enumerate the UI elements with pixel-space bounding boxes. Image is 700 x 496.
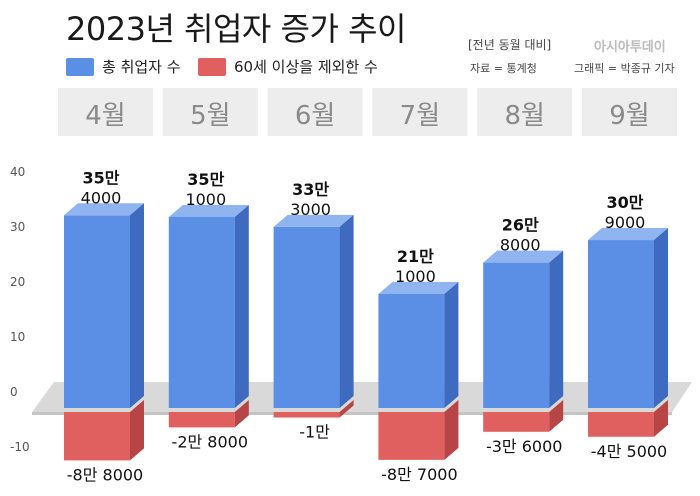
- source-note: 자료 = 통계청: [470, 62, 537, 75]
- bar-total-top-face: [168, 204, 249, 217]
- bar-total-side-face: [549, 250, 564, 408]
- bar-excluding-60plus: [64, 412, 130, 461]
- legend-label-total: 총 취업자 수: [102, 58, 181, 76]
- bar-ex60-side-face: [654, 400, 668, 437]
- y-tick-label: 20: [10, 275, 25, 289]
- bar-negative-value-label: -1만: [299, 423, 330, 442]
- bar-value-label-bottom: 9000: [605, 213, 646, 232]
- bar-total-side-face: [234, 204, 249, 408]
- bar-total-top-face: [483, 250, 564, 263]
- month-header-box: [477, 88, 573, 136]
- graphic-credit: 그래픽 = 박종규 기자: [574, 62, 675, 75]
- bar-negative-value-label: -2만 8000: [172, 432, 248, 451]
- month-header-box: [162, 88, 258, 136]
- bar-total-side-face: [130, 203, 144, 408]
- y-tick-label: 30: [10, 220, 25, 234]
- month-header-box: [267, 88, 363, 136]
- y-tick-label: 40: [10, 165, 25, 179]
- bar-excluding-60plus: [483, 412, 550, 432]
- bar-negative-value-label: -4만 5000: [591, 442, 667, 461]
- bar-value-label-top: 26만: [502, 216, 539, 235]
- legend-label-ex60: 60세 이상을 제외한 수: [234, 58, 378, 76]
- bar-ex60-side-face: [130, 400, 144, 461]
- bar-excluding-60plus: [273, 412, 340, 418]
- bar-total-employed: [588, 240, 654, 408]
- bar-total-employed: [64, 215, 130, 408]
- bar-ex60-side-face: [339, 400, 354, 418]
- legend-total-employed: 총 취업자 수: [66, 56, 181, 77]
- bar-excluding-60plus: [378, 412, 445, 460]
- floor-edge: [32, 412, 672, 415]
- bar-total-top-face: [588, 228, 668, 241]
- bar-value-label-top: 33만: [292, 180, 329, 199]
- bar-negative-value-label: -8만 8000: [67, 465, 143, 484]
- bar-value-label-bottom: 1000: [395, 267, 436, 286]
- bar-ex60-side-face: [444, 400, 459, 460]
- bar-value-label-top: 35만: [83, 168, 120, 187]
- bar-negative-value-label: -8만 7000: [381, 465, 457, 484]
- month-label: 8월: [504, 101, 544, 131]
- bar-total-top-face: [273, 214, 354, 227]
- legend-swatch-blue: [66, 57, 94, 76]
- month-label: 5월: [190, 101, 230, 131]
- y-tick-label: -10: [10, 440, 30, 454]
- bar-total-top-face: [378, 281, 459, 294]
- bar-total-side-face: [339, 214, 354, 408]
- bar-ex60-side-face: [549, 400, 564, 432]
- bar-total-employed: [168, 216, 235, 408]
- bar-total-side-face: [654, 228, 668, 408]
- bar-value-label-top: 35만: [187, 170, 224, 189]
- publisher-logo: 아시아투데이: [594, 40, 666, 55]
- bar-ex60-side-face: [234, 400, 249, 428]
- bar-total-employed: [273, 226, 340, 408]
- bar-value-label-top: 21만: [397, 247, 434, 266]
- bar-negative-value-label: -3만 6000: [486, 437, 562, 456]
- bar-value-label-bottom: 1000: [185, 190, 226, 209]
- bar-total-employed: [378, 293, 445, 408]
- bar-value-label-bottom: 8000: [500, 236, 541, 255]
- bar-excluding-60plus: [588, 412, 654, 437]
- month-label: 6월: [295, 101, 335, 131]
- y-tick-label: 10: [10, 330, 25, 344]
- legend-swatch-red: [198, 57, 226, 76]
- bar-value-label-bottom: 3000: [290, 200, 331, 219]
- month-header-box: [582, 88, 677, 136]
- chart-title: 2023년 취업자 증가 추이: [66, 10, 406, 48]
- legend-excluding-60plus: 60세 이상을 제외한 수: [198, 56, 378, 77]
- bar-excluding-60plus: [168, 412, 235, 428]
- month-label: 9월: [609, 101, 649, 131]
- bar-total-side-face: [444, 281, 459, 408]
- month-label: 7월: [400, 101, 440, 131]
- bar-value-label-top: 30만: [607, 193, 644, 212]
- month-header-box: [58, 88, 153, 136]
- comparison-note: [전년 동월 대비]: [468, 38, 552, 52]
- bar-total-top-face: [64, 203, 144, 216]
- y-tick-label: 0: [10, 385, 18, 399]
- month-label: 4월: [85, 101, 125, 131]
- bar-total-employed: [483, 262, 550, 408]
- bar-value-label-bottom: 4000: [81, 188, 122, 207]
- month-header-box: [372, 88, 468, 136]
